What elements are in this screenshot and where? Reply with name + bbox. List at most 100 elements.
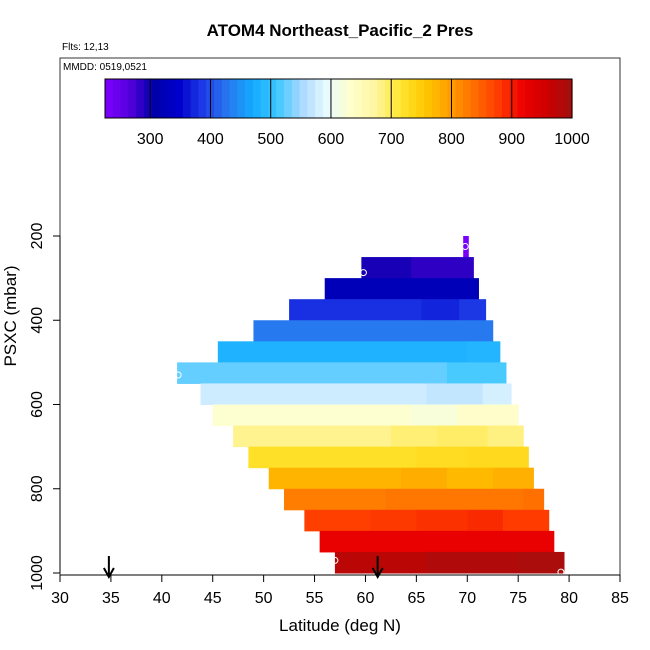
colorbar-swatch <box>564 79 573 118</box>
colorbar-swatch <box>540 79 550 118</box>
colorbar-swatch <box>377 79 386 118</box>
colorbar-swatch <box>237 79 246 118</box>
colorbar-swatch <box>175 79 184 118</box>
colorbar-swatch <box>268 79 277 118</box>
data-cell <box>319 530 555 553</box>
data-cell <box>492 467 534 490</box>
colorbar-swatch <box>182 79 192 118</box>
data-cell <box>446 467 494 490</box>
data-cell <box>426 551 519 574</box>
colorbar-tick-label: 400 <box>197 131 224 148</box>
colorbar-swatch <box>322 79 332 118</box>
colorbar-swatch <box>494 79 503 118</box>
data-cell <box>177 362 448 384</box>
position-markers <box>102 556 384 580</box>
data-cell <box>487 425 524 448</box>
colorbar-swatch <box>548 79 558 118</box>
colorbar-swatch <box>416 79 425 118</box>
colorbar-swatch <box>408 79 417 118</box>
data-cell <box>446 362 507 384</box>
colorbar-swatch <box>213 79 223 118</box>
y-tick-label: 200 <box>29 223 46 250</box>
colorbar-tick-label: 800 <box>438 131 465 148</box>
data-cell <box>459 299 487 321</box>
data-cell <box>411 404 458 427</box>
colorbar-swatch <box>112 79 122 118</box>
x-tick-label: 40 <box>153 590 171 607</box>
colorbar-swatch <box>143 79 153 118</box>
y-axis-label: PSXC (mbar) <box>1 265 20 366</box>
data-circle <box>461 243 469 251</box>
colorbar: 300 400 500 600 700 800 900 1000 <box>104 78 590 148</box>
data-cell <box>482 383 512 405</box>
data-cell <box>324 278 479 300</box>
colorbar-tick-label: 600 <box>318 131 345 148</box>
colorbar-swatch <box>315 79 324 118</box>
data-cell <box>411 257 474 279</box>
data-cell <box>416 446 468 469</box>
data-cell <box>200 383 428 405</box>
y-tick-label: 400 <box>29 307 46 334</box>
colorbar-swatch <box>463 79 472 118</box>
colorbar-swatch <box>509 79 519 118</box>
colorbar-swatch <box>431 79 441 118</box>
marker-arrow-head <box>102 567 115 580</box>
data-cell <box>284 488 387 511</box>
x-tick-label: 55 <box>306 590 324 607</box>
colorbar-swatch <box>470 79 480 118</box>
colorbar-swatch <box>151 79 161 118</box>
colorbar-swatch <box>392 79 402 118</box>
x-tick-label: 85 <box>611 590 629 607</box>
colorbar-tick-label: 300 <box>137 131 164 148</box>
data-cell <box>401 467 448 490</box>
colorbar-swatch <box>260 79 270 118</box>
data-cell <box>268 467 402 490</box>
data-cell <box>518 551 565 574</box>
x-tick-label: 65 <box>407 590 425 607</box>
marker-arrow-head <box>371 567 384 580</box>
y-tick-label: 800 <box>29 475 46 502</box>
colorbar-swatch <box>338 79 347 118</box>
colorbar-swatch <box>198 79 207 118</box>
colorbar-swatch <box>105 79 114 118</box>
colorbar-swatch <box>525 79 534 118</box>
data-cell <box>467 509 504 532</box>
colorbar-swatch <box>486 79 495 118</box>
colorbar-tick-label: 900 <box>498 131 525 148</box>
colorbar-swatch <box>533 79 542 118</box>
colorbar-swatch <box>167 79 176 118</box>
data-circles <box>174 243 565 576</box>
x-tick-label: 30 <box>51 590 69 607</box>
colorbar-swatch <box>221 79 231 118</box>
x-tick-label: 35 <box>102 590 120 607</box>
data-cells <box>177 236 565 574</box>
colorbar-tick-label: 500 <box>257 131 284 148</box>
data-cell <box>233 425 392 448</box>
data-cell <box>467 341 501 363</box>
colorbar-swatch <box>229 79 238 118</box>
colorbar-swatch <box>424 79 433 118</box>
colorbar-swatch <box>252 79 262 118</box>
data-cell <box>304 509 372 532</box>
data-cell <box>248 446 417 469</box>
data-cell <box>523 488 545 511</box>
data-cell <box>457 404 519 427</box>
data-circle <box>359 269 367 277</box>
colorbar-tick-label: 700 <box>378 131 405 148</box>
data-cell <box>436 425 489 448</box>
colorbar-swatch <box>276 79 285 118</box>
colorbar-tick-label: 1000 <box>554 131 590 148</box>
colorbar-swatch <box>354 79 363 118</box>
data-cell <box>463 236 469 258</box>
data-circle <box>174 371 182 379</box>
data-cell <box>217 341 468 363</box>
chart-title: ATOM4 Northeast_Pacific_2 Pres <box>207 21 474 40</box>
colorbar-swatch <box>478 79 487 118</box>
colorbar-swatch <box>400 79 410 118</box>
colorbar-swatch <box>128 79 137 118</box>
colorbar-swatch <box>455 79 464 118</box>
data-cell <box>385 488 524 511</box>
colorbar-swatch <box>501 79 511 118</box>
colorbar-swatch <box>517 79 526 118</box>
